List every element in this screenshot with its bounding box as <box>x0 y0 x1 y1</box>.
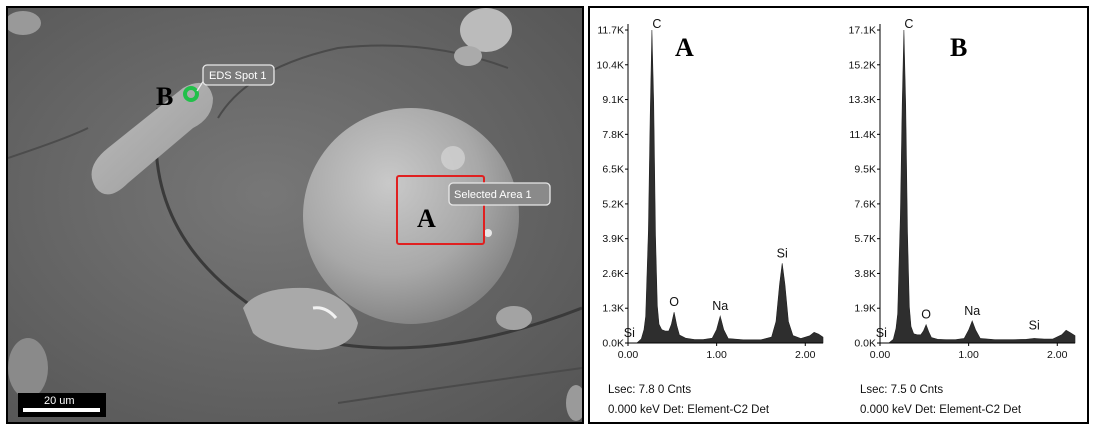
x-tick-label: 0.00 <box>870 349 891 361</box>
eds-spectra: 0.0K 1.3K 2.6K 3.9K 5.2K 6.5K 7.8K 9.1K 10.4K 11.… <box>597 17 1076 416</box>
y-tick-label: 5.2K <box>602 198 624 210</box>
scale-bar-label: 20 um <box>44 395 75 407</box>
sem-image: B EDS Spot 1 A Selected Area 1 20 um <box>8 8 582 422</box>
eds-spot-marker <box>183 86 199 102</box>
peak-label-na: Na <box>964 304 980 318</box>
y-tick-label: 13.3K <box>849 94 876 106</box>
area-tag-text: Selected Area 1 <box>454 189 532 201</box>
y-tick-label: 17.1K <box>849 25 876 37</box>
peak-label-o: O <box>921 308 931 322</box>
sem-particle-small-right <box>496 306 532 330</box>
sem-particle-right-edge <box>566 385 582 421</box>
peak-label-si: Si <box>777 246 788 260</box>
sem-crack-left <box>8 127 89 159</box>
y-tick-label: 7.8K <box>602 129 624 141</box>
y-tick-label: 9.1K <box>602 94 624 106</box>
sem-particle-bottom-edge <box>312 306 338 319</box>
peak-label-si: Si <box>1029 319 1040 333</box>
spectrum-footer-detector: 0.000 keV Det: Element-C2 Det <box>608 404 770 416</box>
x-tick-label: 1.00 <box>958 349 979 361</box>
spectrum-footer-lsec: Lsec: 7.8 0 Cnts <box>608 384 691 396</box>
eds-spectra-panel: 0.0K 1.3K 2.6K 3.9K 5.2K 6.5K 7.8K 9.1K 10.4K 11.… <box>588 6 1089 424</box>
spectrum-area-a <box>628 29 824 344</box>
sem-crack-bottom <box>337 367 582 404</box>
y-tick-label: 6.5K <box>602 164 624 176</box>
scale-bar-line <box>23 408 100 412</box>
x-tick-label: 0.00 <box>618 349 639 361</box>
spectrum-footer-lsec: Lsec: 7.5 0 Cnts <box>860 384 943 396</box>
x-tick-label: 2.00 <box>1047 349 1068 361</box>
peak-label-na: Na <box>712 299 728 313</box>
eds-spectrum-a: 0.0K 1.3K 2.6K 3.9K 5.2K 6.5K 7.8K 9.1K 10.4K 11.… <box>597 17 824 416</box>
spectrum-panel-label: A <box>675 33 694 62</box>
sem-particle-top-right-small <box>454 46 482 66</box>
sem-label-b: B <box>156 82 173 111</box>
y-tick-label: 3.8K <box>854 268 876 280</box>
y-tick-label: 15.2K <box>849 59 876 71</box>
y-tick-label: 1.3K <box>602 303 624 315</box>
y-tick-label: 2.6K <box>602 268 624 280</box>
peak-label-si: Si <box>876 326 887 340</box>
sem-rod-particle <box>91 82 213 195</box>
area-tag-box <box>448 182 551 206</box>
sem-sphere-particle <box>303 108 519 324</box>
sem-sphere-bright-spot <box>484 229 492 237</box>
y-tick-label: 1.9K <box>854 303 876 315</box>
sem-particle-top-right <box>460 8 512 52</box>
peak-label-c: C <box>904 17 913 31</box>
x-tick-label: 2.00 <box>795 349 816 361</box>
sem-particle-corner <box>8 11 41 35</box>
sem-sphere-highlight <box>441 146 465 170</box>
y-tick-label: 5.7K <box>854 233 876 245</box>
x-tick-label: 1.00 <box>706 349 727 361</box>
y-tick-label: 11.4K <box>849 129 876 141</box>
y-tick-label: 0.0K <box>854 338 876 350</box>
sem-label-a: A <box>417 204 436 233</box>
y-tick-label: 11.7K <box>597 25 624 37</box>
y-tick-label: 10.4K <box>597 59 624 71</box>
peak-label-si: Si <box>624 326 635 340</box>
sem-particle-left-edge <box>8 338 48 398</box>
peak-label-o: O <box>669 295 679 309</box>
selected-area-box <box>396 175 485 245</box>
sem-particle-bottom <box>243 287 358 350</box>
y-tick-label: 7.6K <box>854 198 876 210</box>
spectrum-area-b <box>880 29 1076 344</box>
spectrum-footer-detector: 0.000 keV Det: Element-C2 Det <box>860 404 1022 416</box>
y-tick-label: 9.5K <box>854 164 876 176</box>
spectrum-panel-label: B <box>950 33 967 62</box>
peak-label-c: C <box>652 17 661 31</box>
spot-tag-text: EDS Spot 1 <box>209 70 266 82</box>
eds-spectrum-b: 0.0K 1.9K 3.8K 5.7K 7.6K 9.5K 11.4K 13.3K 15.2K 1… <box>849 17 1076 416</box>
y-tick-label: 0.0K <box>602 338 624 350</box>
spot-tag-box <box>202 64 275 86</box>
sem-micrograph-panel: B EDS Spot 1 A Selected Area 1 20 um <box>6 6 584 424</box>
y-tick-label: 3.9K <box>602 233 624 245</box>
scale-bar-box <box>18 393 106 417</box>
